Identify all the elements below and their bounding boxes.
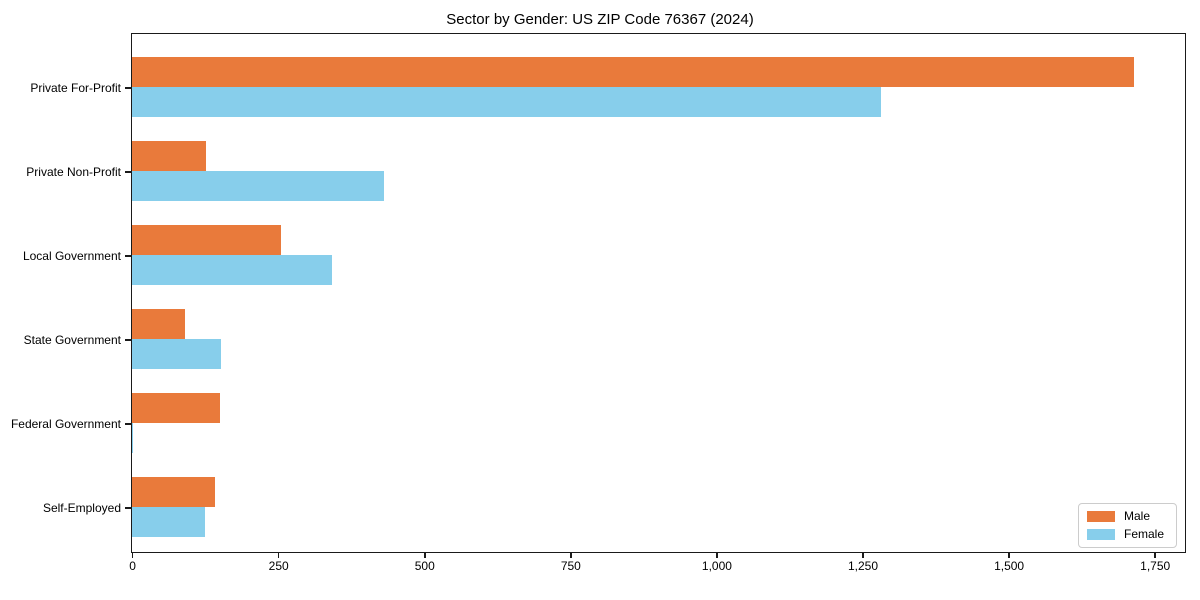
bar-female-4 [132,423,134,454]
legend-label-male: Male [1123,509,1150,523]
bar-male-5 [132,477,215,508]
plot-area: Male Female [131,33,1186,553]
bar-female-2 [132,255,332,286]
x-tick-6 [1008,553,1010,558]
x-tick-label-2: 500 [414,559,435,573]
x-tick-2 [423,553,426,558]
x-tick-label-3: 750 [560,559,581,573]
bar-female-5 [132,507,206,538]
legend-swatch-female [1086,529,1115,540]
x-tick-1 [277,553,280,558]
y-tick-label-2: Local Government [22,249,121,263]
x-tick-7 [1154,553,1156,558]
y-tick-3 [125,339,131,341]
x-tick-5 [862,553,864,558]
x-tick-0 [131,553,134,558]
bar-male-0 [132,57,1135,88]
bar-male-3 [132,309,185,340]
legend-swatch-male [1086,511,1115,522]
y-tick-5 [125,507,131,509]
x-tick-label-5: 1,250 [848,559,879,573]
bar-female-0 [132,87,881,118]
y-tick-0 [125,87,131,89]
x-tick-label-0: 0 [129,559,136,573]
chart-title: Sector by Gender: US ZIP Code 76367 (202… [446,11,754,28]
y-tick-label-3: State Government [23,333,121,347]
legend-item-male: Male [1086,509,1164,523]
y-tick-2 [125,255,131,257]
bar-female-1 [132,171,384,202]
y-tick-label-0: Private For-Profit [30,81,121,95]
y-tick-label-4: Federal Government [10,417,121,431]
bar-male-2 [132,225,281,256]
y-tick-4 [125,423,131,425]
x-tick-4 [716,553,718,558]
x-tick-label-7: 1,750 [1140,559,1171,573]
y-tick-label-1: Private Non-Profit [26,165,121,179]
x-tick-label-6: 1,500 [994,559,1025,573]
x-tick-3 [570,553,572,558]
bar-male-4 [132,393,220,424]
bar-male-1 [132,141,206,172]
legend: Male Female [1077,503,1177,548]
y-tick-1 [125,171,131,173]
legend-item-female: Female [1086,527,1164,541]
x-tick-label-4: 1,000 [701,559,732,573]
bar-female-3 [132,339,221,370]
legend-label-female: Female [1123,527,1164,541]
x-tick-label-1: 250 [268,559,289,573]
y-tick-label-5: Self-Employed [42,501,121,515]
